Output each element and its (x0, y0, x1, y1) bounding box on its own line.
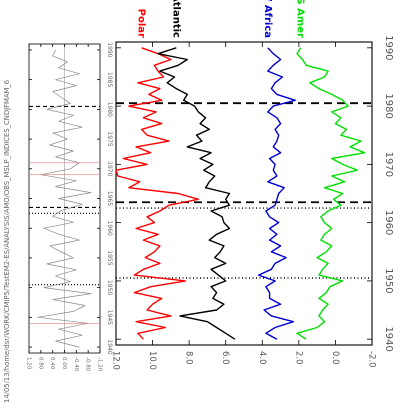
small-series-1-line (37, 49, 92, 348)
small-value-label-2: -0.40 (73, 357, 79, 372)
small-index-panel: 1940 1945 1950 1955 1960 1965 1970 1975 1980 1985… (26, 42, 114, 371)
main-plot-frame (115, 41, 373, 346)
main-year-label-1980: 1980 (383, 93, 394, 118)
main-atlantic-line (157, 47, 236, 340)
small-year-label-1960: 1960 (106, 221, 113, 236)
main-w-africa-line (257, 47, 296, 340)
main-w-africa-label: W Africa (262, 0, 273, 38)
small-year-label-1940: 1940 (106, 339, 113, 354)
small-value-label-6: 1.20 (26, 357, 32, 370)
path-label-text: 14/05/13/home/dsr/WORK/CMIP5/TestEM2-ES/… (3, 80, 11, 403)
main-year-label-1960: 1960 (383, 210, 394, 235)
small-year-label-1990: 1990 (106, 42, 113, 57)
main-atlantic-label: Atlantic (170, 0, 181, 38)
small-value-label-5: 0.80 (37, 357, 43, 370)
small-year-label-1965: 1965 (106, 191, 113, 206)
main-polar-line (115, 47, 200, 340)
main-panel: 1940 1950 1960 1970 1980 1990 -2.0 0.0 2.0 4.0 6.0… (111, 0, 395, 370)
main-value-label-2: 2.0 (293, 351, 303, 365)
main-value-label-6: 10.0 (147, 351, 157, 370)
small-value-label-3: 0.00 (61, 357, 67, 370)
main-year-label-1970: 1970 (383, 152, 394, 177)
main-value-label-0: -2.0 (367, 351, 377, 368)
main-s-amer-label: S Amer (295, 0, 306, 38)
main-value-label-4: 6.0 (220, 351, 230, 365)
path-label: 14/05/13/home/dsr/WORK/CMIP5/TestEM2-ES/… (3, 80, 11, 403)
small-year-label-1970: 1970 (106, 161, 113, 176)
main-value-label-7: 12.0 (111, 351, 121, 370)
main-value-label-3: 4.0 (257, 351, 267, 365)
main-value-label-5: 8.0 (184, 351, 194, 365)
small-year-label-1975: 1975 (106, 131, 113, 146)
small-year-label-1955: 1955 (106, 250, 113, 265)
small-year-label-1950: 1950 (106, 280, 113, 295)
small-value-label-4: 0.40 (49, 357, 55, 370)
main-year-label-1940: 1940 (383, 326, 394, 351)
small-year-label-1985: 1985 (106, 72, 113, 87)
main-year-label-1950: 1950 (383, 268, 394, 293)
small-value-label-0: -1.20 (97, 357, 103, 372)
small-year-label-1945: 1945 (106, 310, 113, 325)
main-value-label-1: 0.0 (330, 351, 340, 365)
main-year-label-1990: 1990 (383, 35, 394, 60)
small-year-label-1980: 1980 (106, 102, 113, 117)
main-s-amer-line (296, 47, 366, 340)
small-value-label-1: -0.80 (85, 357, 91, 372)
main-polar-label: Polar (136, 9, 147, 38)
